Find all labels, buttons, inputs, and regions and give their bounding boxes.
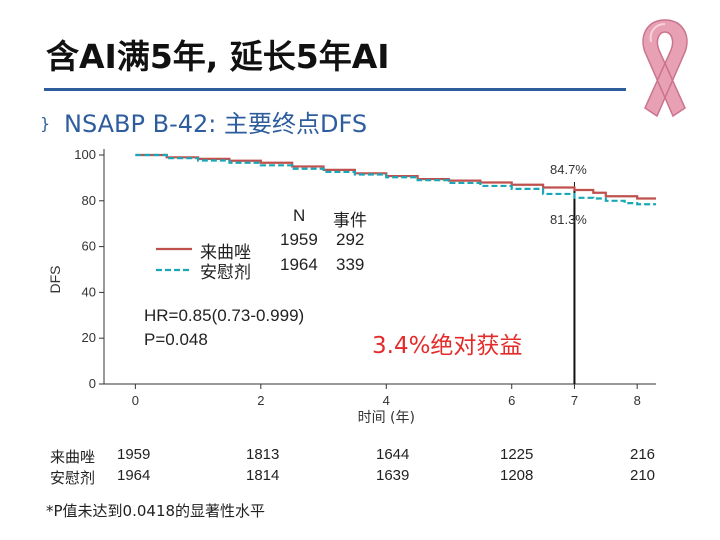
table-header-events: 事件	[333, 211, 367, 231]
letrozole-endpoint-label: 84.7%	[550, 162, 587, 177]
legend-letrozole-label: 来曲唑	[200, 243, 251, 263]
y-tick-label: 100	[74, 147, 96, 162]
risk-value: 1639	[376, 467, 410, 484]
placebo-endpoint-label: 81.3%	[550, 212, 587, 227]
risk-value: 1813	[246, 446, 280, 463]
x-tick-label: 2	[257, 393, 264, 408]
x-axis-title: 时间 (年)	[358, 410, 415, 426]
risk-value: 1225	[500, 446, 534, 463]
row2-events: 339	[336, 255, 365, 274]
risk-value: 1964	[117, 467, 151, 484]
x-tick-label: 8	[634, 393, 641, 408]
row2-n: 1964	[280, 255, 318, 274]
y-tick-label: 20	[82, 330, 96, 345]
row1-events: 292	[336, 230, 365, 249]
x-tick-label: 7	[571, 393, 578, 408]
x-tick-label: 6	[508, 393, 515, 408]
subtitle-bullet: }	[40, 114, 51, 133]
risk-value: 1959	[117, 446, 151, 463]
x-tick-label: 4	[383, 393, 390, 408]
y-tick-label: 60	[82, 239, 96, 254]
slide-subtitle: NSABP B-42: 主要终点DFS	[64, 110, 368, 138]
legend-placebo-label: 安慰剂	[200, 263, 251, 283]
risk-value: 1208	[500, 467, 534, 484]
footnote: *P值未达到0.0418的显著性水平	[46, 502, 266, 520]
hr-text: HR=0.85(0.73-0.999)	[144, 306, 305, 325]
row1-n: 1959	[280, 230, 318, 249]
y-axis-title: DFS	[47, 266, 63, 294]
y-tick-label: 80	[82, 193, 96, 208]
x-tick-label: 0	[132, 393, 139, 408]
risk-row-label-letrozole: 来曲唑	[50, 448, 96, 466]
risk-value: 216	[630, 446, 656, 463]
risk-value: 1814	[246, 467, 280, 484]
slide-title: 含AI满5年, 延长5年AI	[46, 37, 390, 76]
table-header-n: N	[293, 206, 306, 225]
risk-value: 210	[630, 467, 656, 484]
y-tick-label: 0	[89, 376, 96, 391]
risk-row-label-placebo: 安慰剂	[50, 469, 96, 487]
risk-value: 1644	[376, 446, 410, 463]
pink-ribbon-icon	[642, 19, 688, 118]
p-value-text: P=0.048	[144, 330, 208, 349]
title-rule	[44, 88, 626, 91]
absolute-benefit-text: 3.4%绝对获益	[372, 333, 523, 359]
y-tick-label: 40	[82, 284, 96, 299]
